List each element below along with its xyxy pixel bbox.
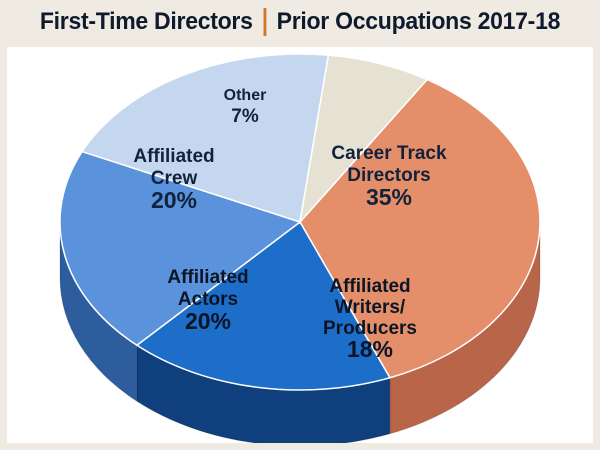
- pie-label-other: Other 7%: [224, 87, 267, 127]
- pie-label-line: Career Track: [331, 143, 447, 164]
- pie-label-line: Affiliated: [167, 267, 248, 288]
- pie-label-line: Producers: [323, 318, 417, 339]
- pie-label-line: Affiliated: [133, 146, 214, 167]
- pie-label-line: Directors: [347, 165, 430, 186]
- chart-panel: Career Track Directors 35% Affiliated Writer…: [7, 47, 593, 443]
- pie-label-line: Writers/: [335, 297, 406, 318]
- pie-value-label: 7%: [231, 106, 259, 127]
- pie-value-label: 35%: [366, 184, 412, 210]
- pie-chart: Career TrackDirectors35%AffiliatedWriter…: [59, 53, 541, 443]
- chart-title-right: Prior Occupations 2017-18: [276, 8, 561, 35]
- pie-slice-career-track-directors: [299, 78, 541, 379]
- pie-value-label: 20%: [185, 308, 231, 334]
- pie-label-line: Affiliated: [329, 276, 410, 297]
- pie-label-line: Other: [224, 87, 267, 104]
- pie-slice-affiliated-crew: [80, 53, 330, 223]
- pie-value-label: 18%: [347, 336, 393, 362]
- pie-slice-affiliated-actors: [59, 150, 302, 347]
- pie-slice-other: [298, 54, 429, 225]
- pie-labels: Career TrackDirectors35%AffiliatedWriter…: [133, 87, 447, 362]
- pie-label-line: Crew: [151, 168, 198, 189]
- chart-title-left: First-Time Directors: [39, 8, 253, 35]
- pie-slices: [59, 53, 541, 391]
- pie-value-label: 20%: [151, 187, 197, 213]
- chart-title: First-Time Directors Prior Occupations 2…: [12, 0, 588, 44]
- pie-label-line: Actors: [178, 289, 238, 310]
- pie-slice-affiliated-writers-producers: [135, 220, 392, 391]
- title-separator: [263, 8, 267, 36]
